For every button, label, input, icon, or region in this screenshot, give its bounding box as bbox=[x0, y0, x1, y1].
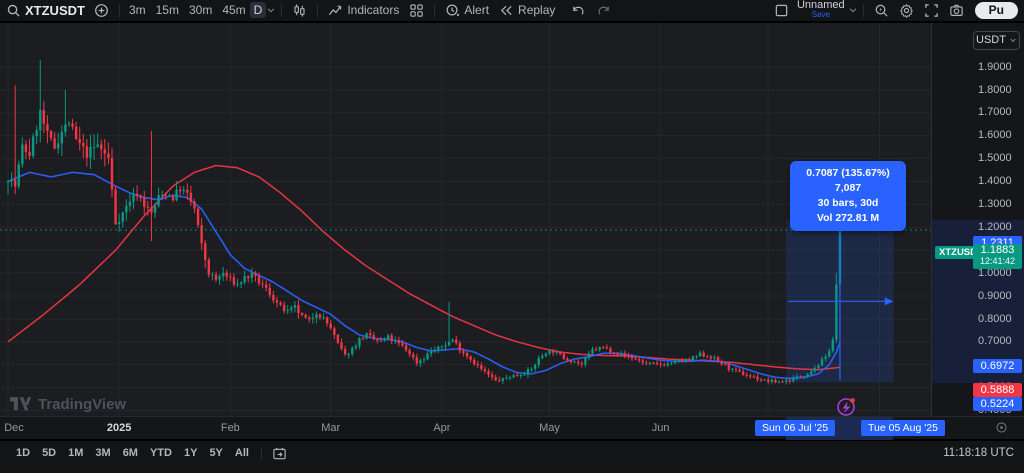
price-tick: 1.8000 bbox=[978, 83, 1012, 96]
range-5d[interactable]: 5D bbox=[42, 447, 57, 460]
toolbar-divider bbox=[317, 3, 319, 17]
bar-countdown: 12:41:42 bbox=[979, 255, 1016, 266]
symbol-button[interactable]: XTZUSDT bbox=[25, 2, 85, 18]
range-1y[interactable]: 1Y bbox=[183, 447, 198, 460]
measure-low-price-label: 0.5224 bbox=[973, 396, 1022, 411]
replay-button[interactable]: Replay bbox=[494, 2, 560, 19]
last-price-value: 1.1883 bbox=[980, 243, 1015, 256]
measure-bars: 30 bars, 30d bbox=[817, 196, 879, 209]
search-icon[interactable] bbox=[6, 3, 21, 18]
tradingview-logo-icon bbox=[10, 396, 31, 412]
layout-icon[interactable] bbox=[769, 2, 794, 19]
watermark-text: TradingView bbox=[38, 395, 127, 413]
publish-button[interactable]: Pu bbox=[974, 1, 1018, 19]
range-5y[interactable]: 5Y bbox=[209, 447, 223, 460]
market-status-icon bbox=[837, 397, 855, 416]
quick-search-icon[interactable] bbox=[869, 2, 894, 19]
price-tick: 0.7000 bbox=[978, 335, 1012, 348]
fullscreen-icon[interactable] bbox=[919, 2, 944, 19]
top-toolbar: XTZUSDT 3m 15m 30m 45m D Indicators bbox=[0, 0, 1024, 21]
price-tick: 0.9000 bbox=[978, 289, 1012, 302]
indicator-templates-icon[interactable] bbox=[404, 2, 429, 19]
indicators-button[interactable]: Indicators bbox=[323, 2, 404, 19]
price-tick: 0.8000 bbox=[978, 312, 1012, 325]
time-tick-2025: 2025 bbox=[106, 421, 132, 434]
toolbar-divider bbox=[434, 3, 436, 17]
price-tick: 1.7000 bbox=[978, 106, 1012, 119]
price-axis[interactable]: 1.9000 1.8000 1.7000 1.6000 1.5000 1.4000 1.30… bbox=[931, 22, 1024, 416]
replay-icon bbox=[499, 3, 514, 18]
price-tick: 1.2000 bbox=[978, 220, 1012, 233]
ma-fast-value-label: 0.6972 bbox=[973, 358, 1022, 373]
price-tick: 1.4000 bbox=[978, 175, 1012, 188]
layout-name: Unnamed bbox=[796, 0, 845, 12]
timeframe-45m[interactable]: 45m bbox=[222, 3, 246, 18]
settings-gear-icon[interactable] bbox=[894, 2, 919, 19]
time-tick-may: May bbox=[539, 421, 560, 434]
range-1d[interactable]: 1D bbox=[16, 447, 31, 460]
chevron-down-icon[interactable] bbox=[848, 5, 858, 15]
chart-style-candles-icon[interactable] bbox=[287, 2, 312, 19]
timeframe-3m[interactable]: 3m bbox=[128, 3, 146, 18]
alert-button[interactable]: Alert bbox=[440, 2, 494, 19]
timeframe-group: 3m 15m 30m 45m bbox=[125, 2, 250, 18]
go-to-date-icon[interactable] bbox=[268, 445, 291, 462]
price-tick: 1.3000 bbox=[978, 198, 1012, 211]
layout-save-menu[interactable]: Unnamed Save bbox=[794, 0, 848, 20]
alert-label: Alert bbox=[464, 3, 490, 18]
range-3m[interactable]: 3M bbox=[95, 447, 111, 460]
range-all[interactable]: All bbox=[234, 447, 249, 460]
toolbar-divider bbox=[862, 3, 864, 17]
replay-label: Replay bbox=[518, 3, 556, 18]
time-axis[interactable]: Dec 2025 Feb Mar Apr May Jun Sun 06 Jul '25 Tu… bbox=[0, 415, 1024, 440]
price-tick: 1.0000 bbox=[978, 266, 1012, 279]
timeframe-daily-selected[interactable]: D bbox=[249, 2, 267, 19]
measure-volume: Vol 272.81 M bbox=[816, 211, 880, 224]
tradingview-watermark: TradingView bbox=[10, 396, 126, 413]
compare-add-icon[interactable] bbox=[89, 2, 114, 19]
bottom-divider bbox=[260, 447, 262, 461]
toolbar-divider bbox=[118, 3, 120, 17]
price-tick: 1.6000 bbox=[978, 129, 1012, 142]
timeframe-30m[interactable]: 30m bbox=[188, 3, 213, 18]
currency-toggle-button[interactable]: USDT bbox=[973, 30, 1020, 50]
undo-icon[interactable] bbox=[566, 2, 591, 19]
ma-slow-value-label: 0.5888 bbox=[973, 382, 1022, 397]
range-6m[interactable]: 6M bbox=[122, 447, 138, 460]
time-tick-mar: Mar bbox=[321, 421, 341, 434]
chevron-down-icon[interactable] bbox=[266, 5, 276, 15]
indicators-icon bbox=[328, 3, 343, 18]
time-axis-settings-icon[interactable] bbox=[995, 421, 1008, 434]
chevron-down-icon bbox=[1010, 38, 1016, 43]
alert-clock-icon bbox=[445, 3, 460, 18]
candlestick-chart[interactable] bbox=[0, 22, 932, 416]
indicators-label: Indicators bbox=[347, 3, 400, 18]
bottom-toolbar: 1D 5D 1M 3M 6M YTD 1Y 5Y All 11:18:18 UTC bbox=[0, 439, 1024, 473]
toolbar-divider bbox=[281, 3, 283, 17]
currency-label: USDT bbox=[976, 34, 1006, 47]
last-price-label: 1.1883 12:41:42 bbox=[973, 243, 1022, 269]
price-tick: 1.5000 bbox=[978, 152, 1012, 165]
snapshot-camera-icon[interactable] bbox=[944, 2, 969, 19]
price-tick: 1.9000 bbox=[978, 60, 1012, 73]
time-tick-feb: Feb bbox=[220, 421, 240, 434]
chart-pane[interactable]: 0.7087 (135.67%) 7,087 30 bars, 30d Vol … bbox=[0, 22, 1024, 416]
toolbar-gap bbox=[0, 20, 1024, 23]
utc-clock[interactable]: 11:18:18 UTC bbox=[943, 447, 1014, 460]
save-label: Save bbox=[811, 10, 830, 20]
time-tick-jun: Jun bbox=[651, 421, 670, 434]
range-1m[interactable]: 1M bbox=[68, 447, 84, 460]
time-tick-apr: Apr bbox=[433, 421, 451, 434]
range-ytd[interactable]: YTD bbox=[149, 447, 172, 460]
date-range-group: 1D 5D 1M 3M 6M YTD 1Y 5Y All bbox=[10, 445, 255, 461]
time-tick-dec: Dec bbox=[4, 421, 24, 434]
timeframe-15m[interactable]: 15m bbox=[155, 3, 179, 18]
measure-start-date-tag: Sun 06 Jul '25 bbox=[755, 419, 836, 436]
measure-change: 0.7087 (135.67%) 7,087 bbox=[806, 166, 890, 194]
redo-icon[interactable] bbox=[591, 2, 616, 19]
measure-end-date-tag: Tue 05 Aug '25 bbox=[861, 419, 945, 436]
measure-tooltip: 0.7087 (135.67%) 7,087 30 bars, 30d Vol … bbox=[790, 160, 906, 231]
